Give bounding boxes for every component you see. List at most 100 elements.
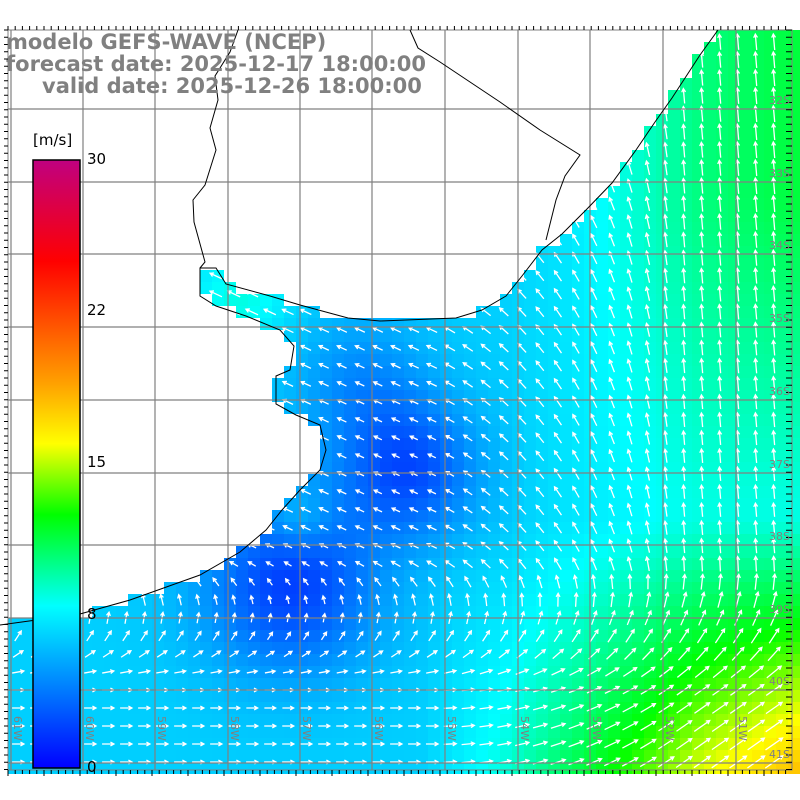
speed-cell (764, 486, 776, 498)
speed-cell (752, 318, 764, 330)
wind-arrow (590, 413, 598, 427)
wind-arrow (640, 666, 656, 678)
wind-arrow (336, 362, 347, 369)
speed-cell (428, 462, 440, 474)
speed-cell (200, 594, 212, 606)
speed-cell (788, 750, 800, 762)
wind-arrow (537, 592, 543, 607)
speed-cell (428, 726, 440, 738)
wind-arrow (590, 538, 598, 553)
speed-cell (272, 594, 284, 606)
speed-cell (548, 522, 560, 534)
wind-arrow (462, 559, 473, 569)
wind-arrow (627, 573, 633, 590)
speed-cell (416, 534, 428, 546)
speed-cell (560, 654, 572, 666)
wind-arrow (392, 630, 400, 642)
speed-cell (704, 450, 716, 462)
speed-cell (344, 666, 356, 678)
speed-cell (92, 738, 104, 750)
speed-cell (488, 570, 500, 582)
speed-cell (500, 510, 512, 522)
speed-cell (380, 726, 392, 738)
speed-cell (272, 318, 284, 330)
speed-cell (308, 582, 320, 594)
speed-cell (428, 414, 440, 426)
speed-cell (608, 570, 620, 582)
speed-cell (548, 726, 560, 738)
speed-cell (740, 510, 752, 522)
speed-cell (680, 354, 692, 366)
speed-cell (272, 558, 284, 570)
speed-cell (620, 294, 632, 306)
speed-cell (452, 702, 464, 714)
speed-cell (536, 666, 548, 678)
speed-cell (764, 270, 776, 282)
wind-arrow (265, 650, 276, 658)
speed-cell (92, 666, 104, 678)
speed-cell (656, 654, 668, 666)
speed-cell (344, 438, 356, 450)
speed-cell (260, 726, 272, 738)
wind-arrow (102, 669, 116, 674)
speed-cell (104, 654, 116, 666)
wind-arrow (699, 177, 705, 194)
speed-cell (488, 714, 500, 726)
speed-cell (572, 246, 584, 258)
wind-arrow (699, 483, 705, 499)
speed-cell (428, 486, 440, 498)
speed-cell (524, 594, 536, 606)
wind-arrow (281, 380, 294, 387)
speed-cell (416, 522, 428, 534)
wind-arrow (319, 650, 330, 658)
speed-cell (248, 558, 260, 570)
speed-cell (380, 582, 392, 594)
speed-cell (500, 330, 512, 342)
speed-cell (20, 750, 32, 762)
wind-arrow (283, 561, 292, 567)
wind-arrow (426, 417, 437, 423)
wind-arrow (461, 723, 476, 729)
speed-cell (524, 762, 536, 774)
speed-cell (728, 630, 740, 642)
speed-cell (716, 498, 728, 510)
speed-cell (428, 342, 440, 354)
speed-cell (596, 438, 608, 450)
wind-arrow (102, 741, 116, 747)
speed-cell (236, 666, 248, 678)
speed-cell (428, 570, 440, 582)
speed-cell (560, 390, 572, 402)
speed-cell (704, 486, 716, 498)
speed-cell (560, 354, 572, 366)
speed-cell (116, 726, 128, 738)
speed-cell (452, 486, 464, 498)
speed-cell (392, 378, 404, 390)
speed-cell (380, 738, 392, 750)
valid-date: valid date: 2025-12-26 18:00:00 (42, 74, 422, 98)
wind-arrow (354, 507, 365, 513)
wind-arrow (771, 32, 777, 51)
wind-arrow (120, 741, 134, 747)
speed-cell (104, 762, 116, 774)
speed-cell (404, 654, 416, 666)
wind-arrow (156, 705, 170, 711)
speed-cell (452, 618, 464, 630)
speed-cell (692, 570, 704, 582)
wind-arrow (694, 665, 710, 679)
speed-cell (692, 378, 704, 390)
wind-arrow (300, 524, 311, 531)
speed-cell (368, 330, 380, 342)
wind-arrow (717, 357, 723, 374)
wind-arrow (264, 705, 277, 711)
speed-cell (320, 642, 332, 654)
speed-cell (728, 330, 740, 342)
speed-cell (764, 54, 776, 66)
speed-cell (668, 522, 680, 534)
speed-cell (356, 330, 368, 342)
speed-cell (704, 258, 716, 270)
wind-arrow (771, 429, 777, 446)
speed-cell (716, 186, 728, 198)
speed-cell (716, 558, 728, 570)
speed-cell (356, 450, 368, 462)
speed-cell (740, 114, 752, 126)
